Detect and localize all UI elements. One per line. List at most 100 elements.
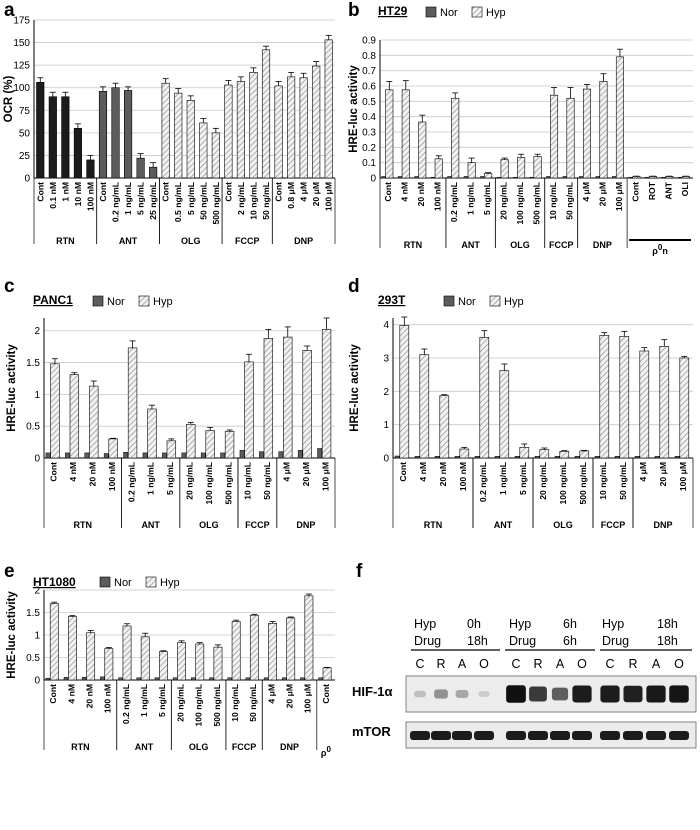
chart-a-category-label: 0.5 ng/mL — [173, 182, 183, 222]
chart-e-group-label: DNP — [280, 742, 299, 752]
blot-band-hif1a — [478, 691, 490, 697]
chart-d-bar-hyp — [559, 451, 570, 459]
chart-a-bar — [36, 81, 45, 179]
western-blot-panel: Hyp 0h Drug 18h Hyp 6h Drug 6h Hyp 18h D… — [352, 617, 697, 749]
chart-b-bar-nor — [480, 176, 485, 179]
chart-a-group-label: OLG — [181, 236, 201, 246]
chart-e-rho-label: ρ0 — [321, 745, 332, 758]
chart-d-ytick: 3 — [383, 354, 389, 365]
panel-letter-a: a — [4, 0, 15, 21]
chart-a-bar — [249, 72, 258, 179]
chart-c-category-label: 100 nM — [107, 462, 117, 491]
chart-b-category-label: ANT — [663, 181, 673, 199]
chart-e-category-label: Cont — [48, 684, 58, 704]
chart-c-category-label: 10 ng/mL — [243, 462, 253, 500]
legend-b-hyp-label: Hyp — [486, 7, 506, 19]
chart-e-bar-nor — [245, 677, 251, 681]
chart-e-bar-hyp — [122, 625, 132, 681]
chart-e-bar-hyp — [231, 621, 241, 681]
chart-c-bar-nor — [45, 452, 51, 459]
chart-b-category-label: Cont — [383, 182, 393, 202]
chart-e-category-label: 4 μM — [266, 684, 276, 704]
chart-a-category-label: Cont — [161, 182, 171, 202]
chart-b-group-label: FCCP — [549, 240, 574, 250]
chart-e-category-label: 20 μM — [285, 684, 295, 708]
chart-b-category-label: 50 ng/mL — [564, 182, 574, 220]
chart-c-category-label: 4 nM — [68, 462, 78, 482]
blot-band-hif1a — [646, 685, 666, 703]
chart-a-ylabel: OCR (%) — [3, 76, 15, 123]
legend-c: Nor Hyp — [92, 295, 173, 308]
chart-c-bar-hyp — [224, 430, 235, 459]
chart-a-category-label: 0.8 μM — [286, 182, 296, 209]
chart-e-group-label: OLG — [189, 742, 209, 752]
chart-d-bar-nor — [674, 456, 680, 459]
legend-d-nor-label: Nor — [458, 296, 476, 308]
chart-a-category-label: Cont — [98, 182, 108, 202]
legend-e: Nor Hyp — [99, 576, 180, 589]
chart-a-category-label: 100 μM — [324, 182, 334, 211]
chart-e-title: HT1080 — [33, 575, 76, 589]
chart-d-group-label: RTN — [424, 520, 443, 530]
chart-c-ylabel: HRE-luc activity — [6, 344, 18, 432]
panel-letter-f: f — [356, 561, 363, 582]
chart-d-bar-hyp — [659, 346, 670, 459]
chart-b-ytick: 0.1 — [362, 158, 376, 169]
chart-e-ylabel: HRE-luc activity — [6, 591, 18, 679]
chart-c-bar-hyp — [205, 430, 215, 459]
chart-b-category-label: 20 μM — [597, 182, 607, 206]
chart-a-ytick: 125 — [13, 61, 30, 72]
blot-band-hif1a — [529, 686, 547, 702]
legend-b-hyp-swatch — [471, 6, 483, 18]
chart-e-bar-nor — [118, 677, 123, 681]
chart-e-group-label: ANT — [135, 742, 154, 752]
chart-d-category-label: 4 μM — [638, 462, 648, 482]
chart-c-bar-nor — [278, 451, 284, 459]
chart-e-bar-hyp — [268, 622, 277, 681]
blot-drug-label-1: Drug — [414, 634, 441, 648]
chart-c-category-label: 1 ng/mL — [146, 462, 156, 495]
chart-b-category-label: 4 μM — [581, 182, 591, 202]
chart-c-bar-hyp — [50, 363, 60, 459]
legend-b-nor-label: Nor — [440, 7, 458, 19]
chart-b-bar-hyp — [599, 81, 608, 179]
chart-b-ytick: 0.8 — [362, 51, 376, 62]
chart-e-bar-nor — [227, 677, 232, 681]
chart-e-category-label: 20 ng/mL — [175, 684, 185, 722]
chart-a-category-label: 100 nM — [85, 182, 95, 211]
chart-b-category-label: 500 ng/mL — [532, 182, 542, 225]
blot-band-mtor — [572, 731, 592, 740]
chart-e-bar-hyp — [104, 648, 114, 681]
chart-c-bar-nor — [297, 450, 303, 459]
chart-e-ytick: 2 — [34, 586, 40, 597]
chart-e-ytick: 0.5 — [26, 653, 40, 664]
chart-b-ytick: 0.5 — [362, 97, 376, 108]
chart-a-bar — [161, 82, 170, 179]
chart-a-bar — [236, 81, 246, 179]
chart-b-category-label: 100 ng/mL — [515, 182, 525, 225]
chart-e-category-label: 100 μM — [303, 684, 313, 713]
chart-d-bar-hyp — [599, 335, 610, 459]
blot-lane-label: R — [628, 657, 637, 671]
blot-hyp-label-3: Hyp — [602, 617, 624, 631]
chart-a-ytick: 100 — [13, 83, 30, 94]
chart-d-category-label: 20 ng/mL — [538, 462, 548, 500]
chart-a-bar — [224, 84, 233, 179]
chart-e-bar-nor — [172, 677, 178, 681]
blot-band-hif1a — [600, 685, 620, 703]
chart-d-293t: 0 1 2 3 4 HRE-luc activity Cont 4 nM 20 nM 100 nM… — [349, 316, 694, 530]
chart-e-bar-nor — [63, 677, 69, 681]
chart-d-bar-nor — [474, 456, 480, 459]
legend-d-hyp-label: Hyp — [504, 296, 524, 308]
chart-e-bar-hyp — [49, 603, 59, 681]
chart-d-ytick: 1 — [383, 420, 389, 431]
chart-d-bar-hyp — [419, 354, 430, 459]
chart-c-bar-hyp — [69, 374, 80, 459]
chart-c-bar-nor — [220, 452, 226, 459]
chart-b-group-label: OLG — [510, 240, 530, 250]
chart-b-ytick: 0.7 — [362, 66, 376, 77]
chart-e-bar-nor — [45, 677, 51, 681]
chart-e-bar-hyp — [195, 643, 205, 681]
chart-a-category-label: 5 ng/mL — [136, 182, 146, 215]
blot-band-mtor — [550, 731, 570, 740]
